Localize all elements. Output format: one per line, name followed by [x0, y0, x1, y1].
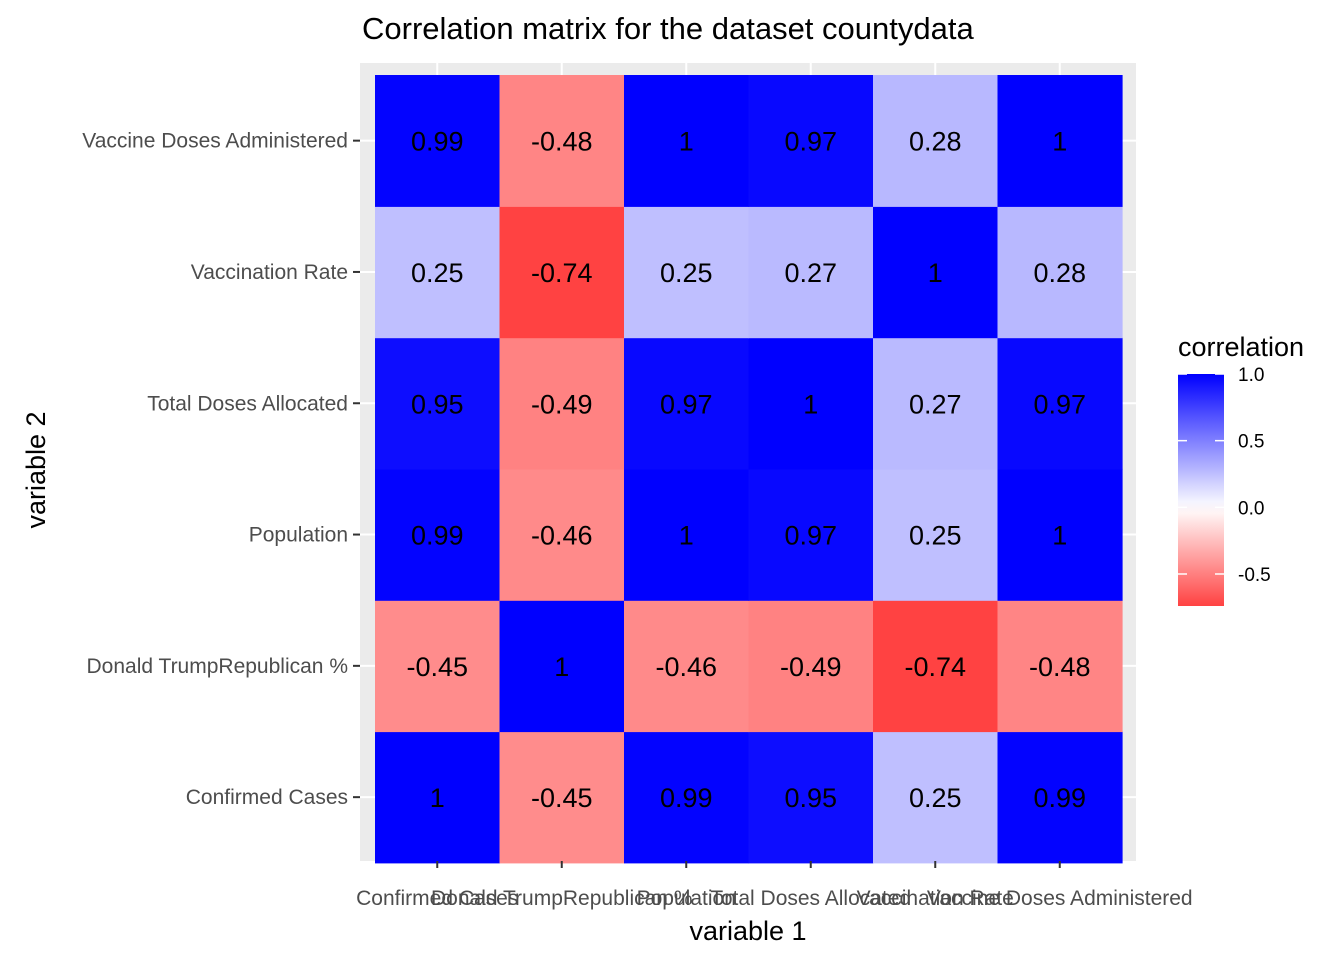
- heatmap-cell: [624, 75, 750, 207]
- cell-value-label: 1: [430, 783, 445, 813]
- heatmap-cell: [748, 75, 874, 207]
- cell-value-label: -0.46: [531, 521, 593, 551]
- y-tick-label: Population: [249, 524, 348, 547]
- heatmap-cell: [624, 468, 750, 601]
- cell-value-label: -0.74: [531, 258, 593, 288]
- legend-tick-label: -0.5: [1238, 565, 1271, 586]
- legend-colorbar: [1178, 374, 1224, 606]
- cell-value-label: 0.25: [909, 783, 962, 813]
- heatmap-cell: [499, 731, 625, 864]
- cell-value-label: 0.95: [784, 783, 837, 813]
- heatmap-cell: [499, 206, 625, 339]
- cell-value-label: 1: [679, 127, 694, 157]
- cell-value-label: -0.48: [1029, 652, 1091, 682]
- y-axis-title: variable 2: [21, 411, 51, 528]
- heatmap-cell: [499, 468, 625, 601]
- legend-tick-label: 0.0: [1238, 498, 1264, 519]
- cell-value-label: 0.25: [660, 258, 713, 288]
- cell-value-label: 0.27: [909, 389, 962, 419]
- cell-value-label: 0.99: [1033, 783, 1086, 813]
- heatmap-cell: [997, 731, 1123, 864]
- cell-value-label: 0.99: [411, 521, 464, 551]
- heatmap-cell: [624, 600, 750, 733]
- x-axis-title: variable 1: [689, 916, 806, 946]
- x-tick-label: Donald TrumpRepublican %: [431, 887, 692, 910]
- y-tick-label: Vaccination Rate: [191, 261, 348, 284]
- heatmap-cell: [624, 731, 750, 864]
- chart-title: Correlation matrix for the dataset count…: [362, 11, 974, 46]
- cell-value-label: 0.28: [909, 127, 962, 157]
- heatmap-cell: [499, 600, 625, 733]
- x-tick-label: Total Doses Allocated: [710, 887, 911, 910]
- cell-value-label: 0.97: [660, 389, 713, 419]
- cell-value-label: 0.97: [1033, 389, 1086, 419]
- legend-title: correlation: [1178, 332, 1304, 362]
- x-tick-label: Population: [637, 887, 736, 910]
- cell-value-label: -0.74: [904, 652, 966, 682]
- cell-value-label: 0.97: [784, 127, 837, 157]
- cell-value-label: -0.49: [780, 652, 842, 682]
- heatmap-cell: [499, 337, 625, 470]
- cell-value-label: -0.49: [531, 389, 593, 419]
- y-tick-label: Donald TrumpRepublican %: [87, 655, 348, 678]
- cell-value-label: 0.27: [784, 258, 837, 288]
- heatmap-cell: [748, 468, 874, 601]
- heatmap-cell: [873, 206, 999, 339]
- cell-value-label: -0.48: [531, 127, 593, 157]
- cell-value-label: 1: [803, 389, 818, 419]
- y-tick-label: Total Doses Allocated: [147, 392, 348, 415]
- cell-value-label: 1: [1052, 127, 1067, 157]
- cell-value-label: 1: [928, 258, 943, 288]
- heatmap-cell: [997, 75, 1123, 207]
- heatmap-cell: [997, 468, 1123, 601]
- cell-value-label: 0.25: [909, 521, 962, 551]
- heatmap-cell: [624, 337, 750, 470]
- cell-value-label: 0.25: [411, 258, 464, 288]
- heatmap-cell: [873, 75, 999, 207]
- cell-value-label: 0.97: [784, 521, 837, 551]
- heatmap-cell: [375, 206, 501, 339]
- legend: correlation 1.0 0.5 0.0 -0.5: [1178, 332, 1304, 606]
- heatmap-cell: [499, 75, 625, 207]
- y-tick-label: Confirmed Cases: [186, 786, 348, 809]
- heatmap-cell: [997, 337, 1123, 470]
- cell-value-label: 0.28: [1033, 258, 1086, 288]
- heatmap-cell: [873, 600, 999, 733]
- heatmap-cell: [997, 600, 1123, 733]
- heatmap-cell: [748, 600, 874, 733]
- heatmap-cell: [997, 206, 1123, 339]
- heatmap-cell: [873, 337, 999, 470]
- heatmap-cell: [375, 731, 501, 864]
- heatmap-cell: [748, 731, 874, 864]
- cell-value-label: 1: [554, 652, 569, 682]
- cell-value-label: 0.95: [411, 389, 464, 419]
- cell-value-label: 0.99: [411, 127, 464, 157]
- legend-tick-label: 0.5: [1238, 432, 1264, 453]
- x-tick-label: Vaccination Rate: [857, 887, 1014, 910]
- cell-value-label: 1: [679, 521, 694, 551]
- cell-value-label: -0.46: [655, 652, 717, 682]
- heatmap-cell: [624, 206, 750, 339]
- legend-tick-label: 1.0: [1238, 365, 1264, 386]
- heatmap-cell: [873, 731, 999, 864]
- heatmap-cell: [873, 468, 999, 601]
- cell-value-label: -0.45: [406, 652, 468, 682]
- heatmap-cell: [375, 468, 501, 601]
- heatmap-cell: [748, 337, 874, 470]
- y-tick-label: Vaccine Doses Administered: [82, 130, 348, 153]
- heatmap-cell: [375, 75, 501, 207]
- heatmap-cell: [748, 206, 874, 339]
- x-tick-label: Vaccine Doses Administered: [927, 887, 1193, 910]
- x-tick-label: Confirmed Cases: [356, 887, 518, 910]
- heatmap-cell: [375, 600, 501, 733]
- cell-value-label: 0.99: [660, 783, 713, 813]
- cell-value-label: 1: [1052, 521, 1067, 551]
- heatmap-cell: [375, 337, 501, 470]
- cell-value-label: -0.45: [531, 783, 593, 813]
